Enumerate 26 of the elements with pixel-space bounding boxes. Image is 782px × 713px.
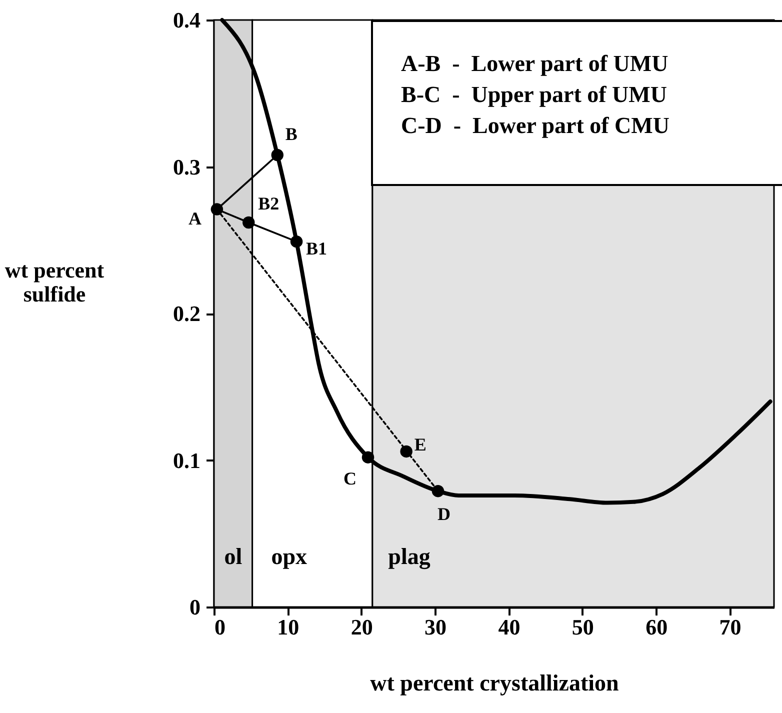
x-tick-label: 30: [424, 614, 447, 640]
y-tick-label: 0.3: [173, 154, 200, 180]
x-tick-label: 10: [277, 614, 300, 640]
annotation: E: [414, 434, 426, 454]
x-tick-label: 50: [572, 614, 594, 640]
band-label: ol: [224, 544, 242, 570]
annotation: B1: [306, 238, 328, 259]
annotation: D: [438, 504, 450, 524]
y-tick-label: 0: [190, 594, 200, 620]
x-tick-label: 60: [646, 614, 668, 640]
annotation: A: [188, 208, 202, 228]
x-tick-label: 40: [498, 614, 520, 640]
y-axis-title: wt percent sulfide: [4, 258, 105, 306]
annotation: B2: [258, 194, 280, 214]
x-tick-label: 0: [214, 614, 226, 640]
y-tick-label: 0.4: [173, 8, 200, 32]
y-tick-label: 0.1: [173, 448, 200, 473]
band-label: plag: [388, 544, 431, 570]
x-tick-label: 70: [719, 614, 742, 640]
annotation: B: [285, 124, 298, 144]
annotation: C: [344, 468, 356, 488]
y-tick-label: 0.2: [173, 301, 200, 326]
x-axis-title: wt percent crystallization: [370, 670, 620, 696]
notes-box: A-B - Lower part of UMU B-C - Upper part of UMU C-D - Lower part of CMU: [371, 20, 782, 186]
band-label: opx: [271, 544, 308, 570]
x-tick-label: 20: [350, 614, 373, 640]
